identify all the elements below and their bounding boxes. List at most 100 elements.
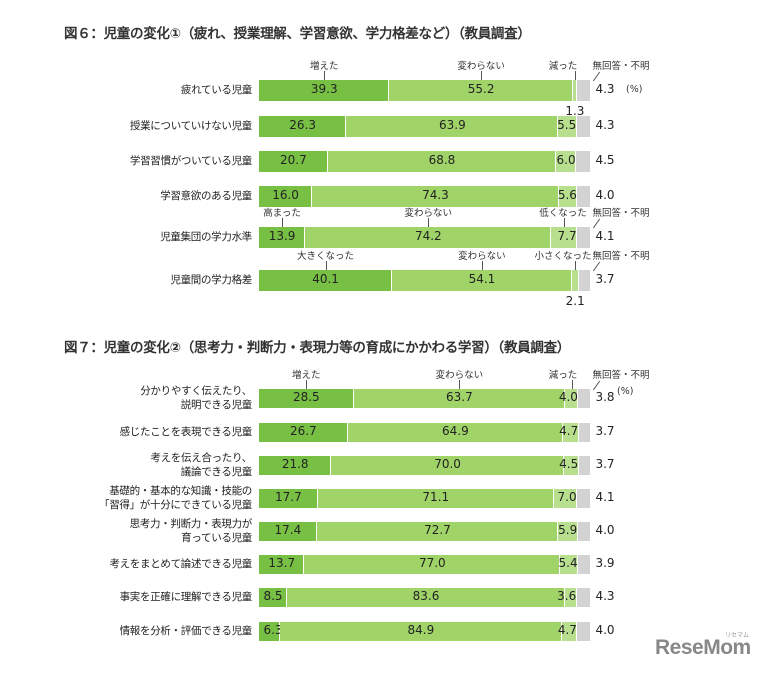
legend-tick [428, 217, 430, 227]
data-label: 5.5 [557, 118, 577, 132]
legend-label: 大きくなった [297, 250, 355, 262]
bar-segment-increase [259, 587, 288, 607]
data-label: 3.7 [595, 457, 615, 471]
data-label: 5.4 [558, 556, 578, 570]
legend-tick [325, 260, 327, 270]
legend-label: 無回答・不明 [592, 369, 650, 381]
data-label: 4.1 [595, 229, 615, 243]
data-label: 8.5 [263, 589, 283, 603]
legend-label: 変わらない [458, 250, 506, 262]
bar-segment-same [389, 79, 573, 101]
data-label: 55.2 [467, 82, 495, 96]
data-label: 77.0 [418, 556, 446, 570]
data-label: 26.7 [289, 424, 317, 438]
legend-tick [481, 70, 483, 80]
data-label: 4.1 [595, 490, 615, 504]
data-label: 4.0 [558, 390, 578, 404]
legend-tick [459, 379, 461, 389]
data-label: 83.6 [412, 589, 440, 603]
data-label: 1.3 [565, 103, 585, 118]
data-label: 39.3 [310, 82, 338, 96]
bar-segment-decrease [564, 587, 577, 607]
bar-segment-increase [259, 115, 347, 137]
legend-label: 無回答・不明 [592, 60, 650, 72]
bar-segment-same [316, 521, 559, 541]
logo-text: ReseMom [655, 636, 751, 659]
legend-label: 無回答・不明 [592, 250, 650, 262]
bar-segment-increase [259, 226, 306, 248]
data-label: 63.7 [446, 390, 473, 404]
row-label: 児童集団の学力水準 [160, 231, 252, 243]
bar-segment-increase [259, 150, 328, 172]
bar-segment-decrease [556, 150, 577, 172]
bar-segment-na [576, 150, 591, 172]
row-label: 考えを伝え合ったり、 議論できる児童 [150, 452, 252, 478]
bar-segment-decrease [553, 488, 578, 508]
legend-tick [324, 70, 326, 80]
row-label: 分かりやすく伝えたり、 説明できる児童 [140, 385, 252, 411]
bar-segment-same [317, 488, 554, 508]
bar-segment-increase [259, 521, 317, 541]
bar-segment-na [578, 455, 591, 475]
data-label: 4.3 [595, 118, 615, 132]
data-label: 4.3 [595, 589, 615, 603]
row-label: 授業についていけない児童 [129, 120, 252, 132]
bar-segment-decrease [572, 79, 578, 101]
bar-segment-na [577, 185, 591, 207]
bar-segment-na [578, 554, 591, 574]
row-label: 情報を分析・評価できる児童 [119, 625, 253, 637]
data-label: 6.3 [263, 623, 283, 637]
bar-segment-na [578, 422, 591, 442]
data-label: 4.0 [595, 523, 615, 537]
data-label: 17.7 [275, 490, 302, 504]
bar-segment-increase [259, 621, 280, 641]
legend-tick [481, 260, 483, 270]
bar-segment-increase [259, 388, 354, 408]
bar-segment-same [346, 115, 559, 137]
bar-segment-increase [259, 422, 348, 442]
data-label: 71.1 [422, 490, 450, 504]
bar-segment-na [577, 488, 591, 508]
chart-title-fig6: 図６：児童の変化①（疲れ、授業理解、学習意欲、学力格差など）（教員調査） [64, 26, 531, 42]
data-label: 3.8 [595, 390, 615, 404]
legend-label: 増えた [309, 60, 339, 72]
data-label: 5.6 [557, 188, 577, 202]
data-label: 13.7 [268, 556, 296, 570]
legend-tick [282, 217, 284, 227]
legend-label: 低くなった [539, 207, 587, 219]
legend-label: 減った [548, 369, 578, 381]
data-label: 3.7 [595, 272, 615, 286]
legend-tick [571, 379, 573, 389]
data-label: 4.7 [557, 623, 577, 637]
row-label: 考えをまとめて論述できる児童 [109, 558, 252, 570]
row-label: 思考力・判断力・表現力が 育っている児童 [129, 518, 253, 544]
bar-segment-same [304, 554, 561, 574]
data-label: 21.8 [281, 457, 309, 471]
bar-segment-same [312, 185, 559, 207]
bar-segment-na [577, 521, 591, 541]
legend-tick [574, 70, 576, 80]
bar-segment-decrease [563, 455, 579, 475]
unit-label-fig7: (%) [617, 386, 634, 397]
bar-segment-increase [259, 488, 318, 508]
data-label: 2.1 [565, 293, 585, 308]
data-label: 64.9 [442, 424, 469, 438]
bar-segment-decrease [558, 185, 578, 207]
data-label: 4.0 [595, 188, 615, 202]
bar-segment-decrease [551, 226, 578, 248]
bar-segment-decrease [560, 554, 579, 574]
row-label: 学習意欲のある児童 [160, 190, 252, 202]
row-label: 基礎的・基本的な知識・技能の 「習得」が十分にできている児童 [99, 485, 252, 511]
data-label: 13.9 [268, 229, 296, 243]
data-label: 4.7 [559, 424, 579, 438]
legend-label: 増えた [292, 369, 321, 381]
bar-segment-decrease [563, 422, 579, 442]
data-label: 20.7 [280, 153, 307, 167]
legend-leader [592, 380, 601, 390]
bar-segment-na [577, 79, 592, 101]
bar-segment-increase [259, 79, 390, 101]
data-label: 28.5 [292, 390, 320, 404]
row-label: 感じたことを表現できる児童 [119, 426, 253, 438]
data-label: 40.1 [312, 272, 339, 286]
bar-segment-same [353, 388, 566, 408]
